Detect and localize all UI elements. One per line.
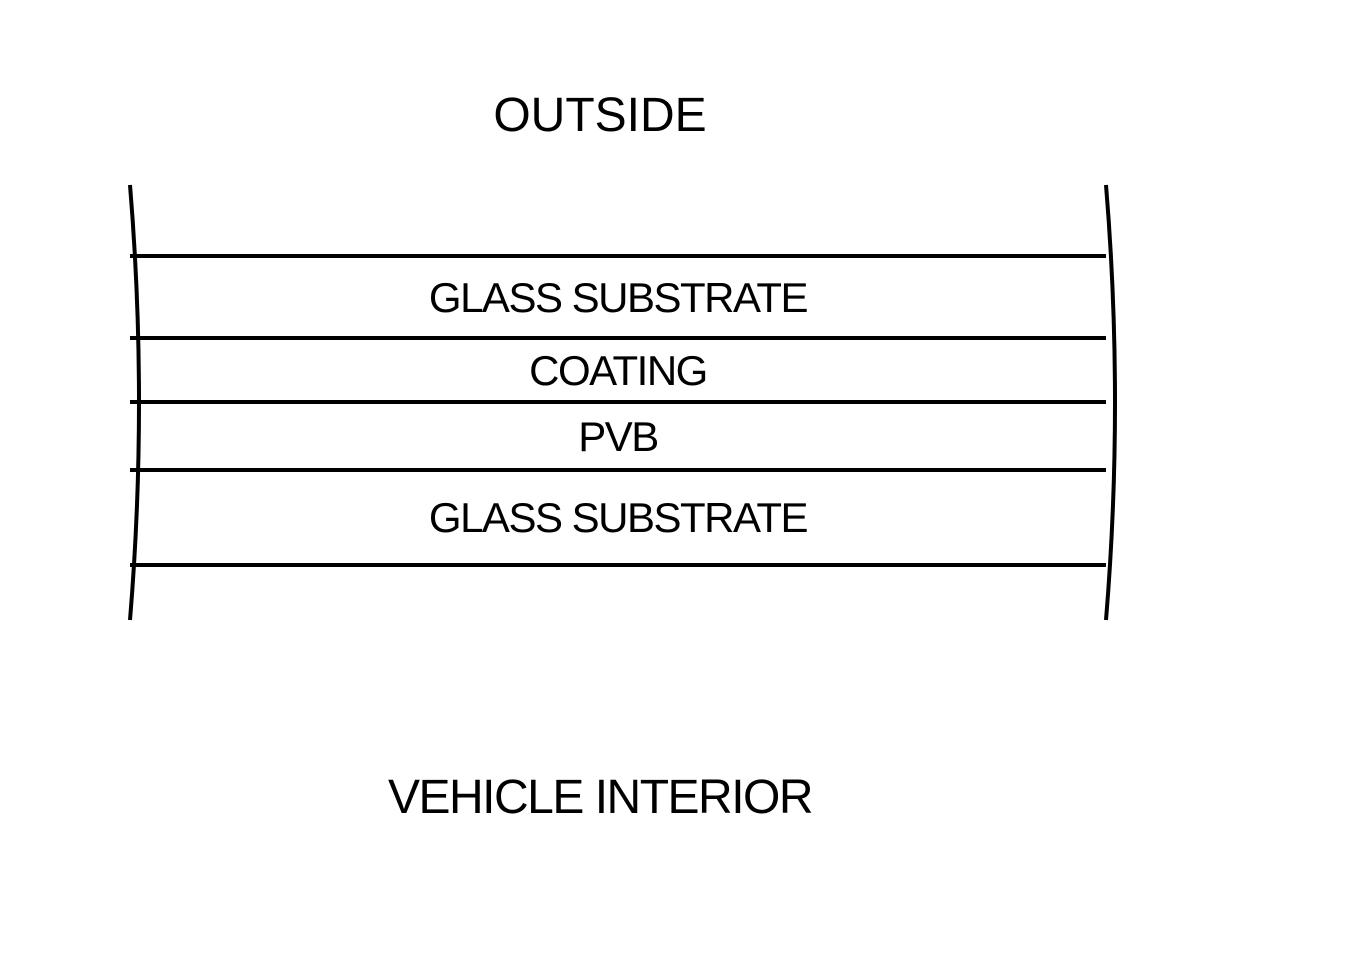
layer-label-glass-bottom: GLASS SUBSTRATE	[218, 494, 1018, 542]
vehicle-interior-label: VEHICLE INTERIOR	[200, 770, 1000, 825]
layer-label-glass-top: GLASS SUBSTRATE	[218, 274, 1018, 322]
layer-label-pvb: PVB	[218, 413, 1018, 461]
outside-label: OUTSIDE	[300, 88, 900, 143]
layer-label-coating: COATING	[218, 347, 1018, 395]
diagram-canvas: { "labels": { "outside": "OUTSIDE", "int…	[0, 0, 1349, 978]
layer-diagram	[0, 0, 1349, 978]
